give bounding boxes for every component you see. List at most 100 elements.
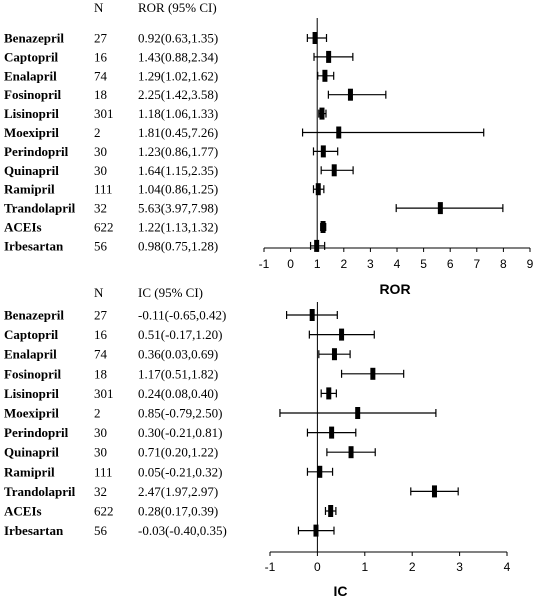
x-tick-label: 1: [314, 257, 321, 271]
estimate-ci-text: 1.81(0.45,7.26): [138, 125, 218, 140]
point-estimate: [319, 107, 325, 120]
n-value: 622: [94, 504, 114, 519]
drug-label: Enalapril: [4, 68, 57, 83]
estimate-ci-text: 0.05(-0.21,0.32): [138, 464, 223, 479]
estimate-ci-text: 2.25(1.42,3.58): [138, 87, 218, 102]
point-estimate: [314, 239, 320, 252]
drug-label: Ramipril: [4, 182, 55, 197]
estimate-ci-text: 0.71(0.20,1.22): [138, 445, 218, 460]
n-column-header: N: [94, 0, 104, 15]
drug-label: Captopril: [4, 49, 59, 64]
x-tick-label: 0: [314, 560, 321, 574]
x-tick-label: 5: [420, 257, 427, 271]
point-estimate: [317, 465, 323, 478]
n-value: 74: [94, 347, 108, 362]
estimate-column-header: ROR (95% CI): [138, 0, 217, 15]
drug-label: Perindopril: [4, 144, 69, 159]
estimate-ci-text: 0.92(0.63,1.35): [138, 31, 218, 46]
x-axis-title: ROR: [379, 281, 410, 297]
estimate-ci-text: 0.28(0.17,0.39): [138, 504, 218, 519]
n-value: 111: [94, 464, 113, 479]
drug-label: Irbesartan: [4, 238, 64, 253]
drug-label: ACEIs: [4, 504, 42, 519]
x-tick-label: 9: [527, 257, 534, 271]
drug-label: Lisinopril: [4, 386, 59, 401]
estimate-ci-text: 2.47(1.97,2.97): [138, 484, 218, 499]
x-tick-label: 7: [473, 257, 480, 271]
n-value: 111: [94, 182, 113, 197]
drug-label: Captopril: [4, 327, 59, 342]
point-estimate: [309, 309, 315, 321]
drug-label: Benazepril: [4, 31, 64, 46]
point-estimate: [320, 145, 326, 158]
point-estimate: [339, 328, 345, 341]
n-value: 74: [94, 68, 108, 83]
drug-label: Moexipril: [4, 406, 59, 421]
drug-label: Moexipril: [4, 125, 59, 140]
point-estimate: [348, 446, 354, 459]
drug-label: Fosinopril: [4, 87, 61, 102]
estimate-ci-text: 5.63(3.97,7.98): [138, 201, 218, 216]
point-estimate: [336, 126, 342, 139]
n-value: 56: [94, 238, 108, 253]
estimate-ci-text: 0.30(-0.21,0.81): [138, 425, 223, 440]
estimate-ci-text: 1.17(0.51,1.82): [138, 366, 218, 381]
x-tick-label: -1: [259, 257, 270, 271]
drug-label: Ramipril: [4, 464, 55, 479]
drug-label: Trandolapril: [4, 484, 76, 499]
point-estimate: [326, 387, 332, 400]
x-tick-label: 2: [340, 257, 347, 271]
n-value: 622: [94, 220, 114, 235]
n-value: 32: [94, 201, 107, 216]
point-estimate: [355, 407, 361, 419]
n-value: 30: [94, 425, 107, 440]
drug-label: Trandolapril: [4, 201, 76, 216]
n-value: 16: [94, 49, 108, 64]
n-value: 30: [94, 163, 107, 178]
point-estimate: [331, 164, 337, 177]
estimate-ci-text: 1.64(1.15,2.35): [138, 163, 218, 178]
n-value: 32: [94, 484, 107, 499]
n-value: 56: [94, 523, 108, 538]
drug-label: Irbesartan: [4, 523, 64, 538]
x-tick-label: -1: [265, 560, 276, 574]
point-estimate: [326, 50, 332, 63]
n-value: 27: [94, 31, 108, 46]
x-tick-label: 3: [367, 257, 374, 271]
x-tick-label: 3: [456, 560, 463, 574]
drug-label: Enalapril: [4, 347, 57, 362]
estimate-ci-text: 0.51(-0.17,1.20): [138, 327, 223, 342]
n-value: 30: [94, 445, 107, 460]
n-value: 16: [94, 327, 108, 342]
x-tick-label: 0: [287, 257, 294, 271]
point-estimate: [320, 221, 326, 233]
x-tick-label: 2: [409, 560, 416, 574]
drug-label: Perindopril: [4, 425, 69, 440]
estimate-ci-text: 0.36(0.03,0.69): [138, 347, 218, 362]
x-tick-label: 8: [500, 257, 507, 271]
point-estimate: [370, 367, 376, 380]
estimate-column-header: IC (95% CI): [138, 285, 203, 300]
point-estimate: [322, 69, 328, 82]
drug-label: ACEIs: [4, 220, 42, 235]
x-tick-label: 6: [447, 257, 454, 271]
drug-label: Quinapril: [4, 163, 59, 178]
point-estimate: [315, 183, 321, 196]
estimate-ci-text: 1.29(1.02,1.62): [138, 68, 218, 83]
n-value: 30: [94, 144, 107, 159]
x-tick-label: 4: [504, 560, 511, 574]
point-estimate: [437, 202, 443, 215]
drug-label: Fosinopril: [4, 366, 61, 381]
n-value: 301: [94, 386, 114, 401]
x-axis-title: IC: [334, 583, 348, 599]
estimate-ci-text: 0.24(0.08,0.40): [138, 386, 218, 401]
point-estimate: [329, 426, 335, 439]
estimate-ci-text: 1.04(0.86,1.25): [138, 182, 218, 197]
estimate-ci-text: 1.43(0.88,2.34): [138, 49, 218, 64]
estimate-ci-text: -0.11(-0.65,0.42): [138, 308, 226, 323]
drug-label: Lisinopril: [4, 106, 59, 121]
estimate-ci-text: 1.22(1.13,1.32): [138, 220, 218, 235]
x-tick-label: 4: [394, 257, 401, 271]
x-tick-label: 1: [361, 560, 368, 574]
